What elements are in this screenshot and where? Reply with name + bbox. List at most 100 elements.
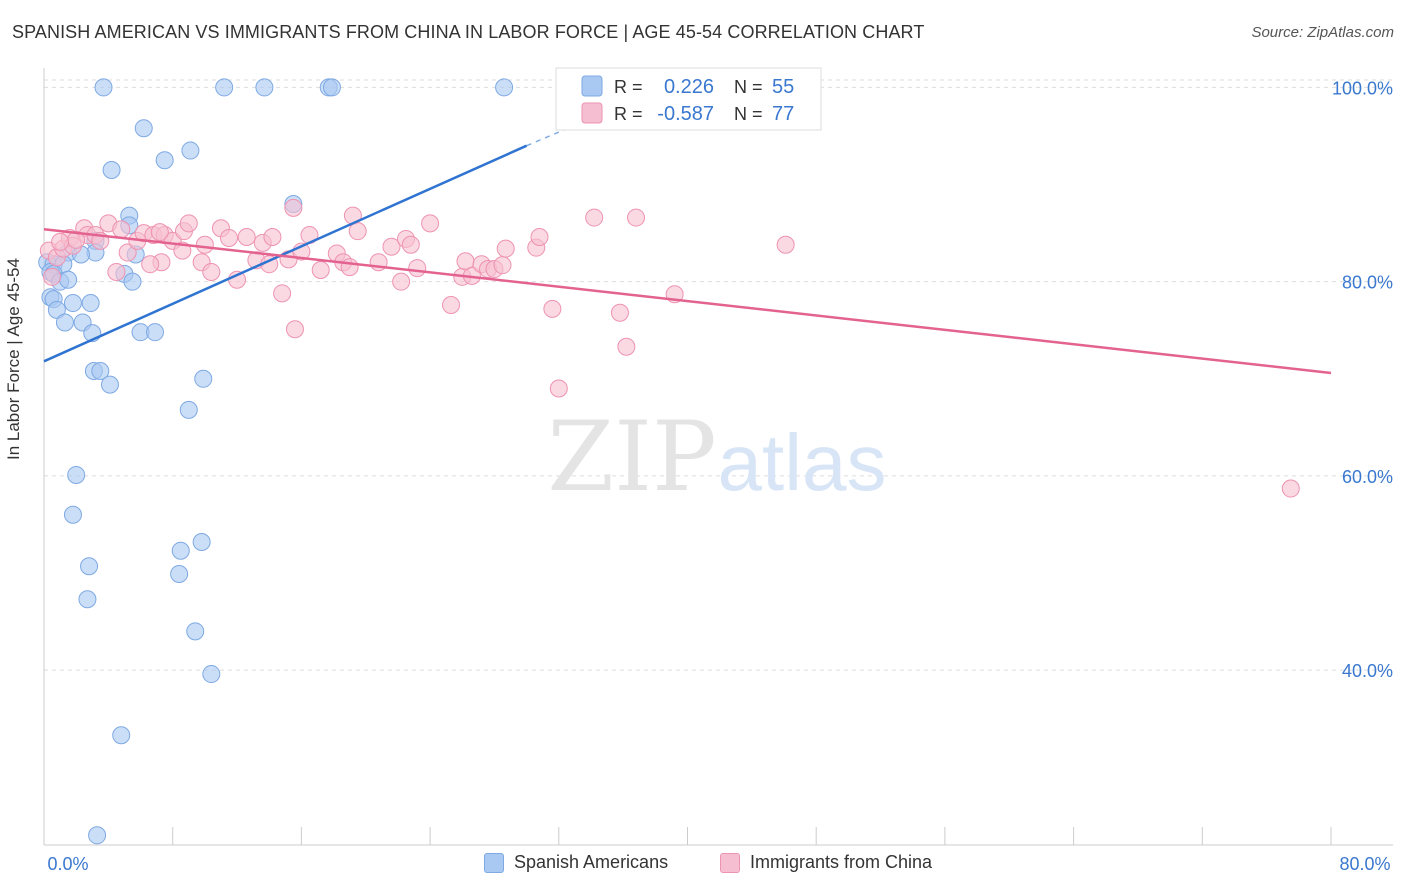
data-point-blue xyxy=(215,78,234,97)
data-point-pink xyxy=(202,262,221,281)
data-point-blue xyxy=(134,119,153,138)
legend-item-immigrants-from-china[interactable]: Immigrants from China xyxy=(720,852,932,873)
trend-line-pink xyxy=(43,227,1332,375)
data-point-blue xyxy=(146,323,165,342)
data-point-blue xyxy=(80,557,99,576)
data-point-blue xyxy=(322,78,341,97)
watermark: ZIP atlas xyxy=(547,401,886,513)
data-points xyxy=(38,78,1300,845)
data-point-pink xyxy=(340,258,359,277)
data-point-pink xyxy=(263,227,282,246)
data-point-pink xyxy=(107,262,126,281)
data-point-blue xyxy=(102,160,121,179)
x-tick-label: 0.0% xyxy=(47,854,88,874)
data-point-blue xyxy=(181,141,200,160)
data-point-pink xyxy=(401,235,420,254)
data-point-blue xyxy=(100,375,119,394)
data-point-blue xyxy=(55,313,74,332)
legend-swatch-pink xyxy=(581,102,603,124)
data-point-pink xyxy=(408,259,427,278)
data-point-pink xyxy=(112,220,131,239)
legend-r-label: R = xyxy=(614,104,643,124)
data-point-blue xyxy=(63,294,82,313)
data-point-pink xyxy=(118,243,137,262)
x-tick-label: 80.0% xyxy=(1339,854,1390,874)
y-tick-label: 40.0% xyxy=(1342,661,1393,681)
legend-r-label: R = xyxy=(614,77,643,97)
data-point-pink xyxy=(543,299,562,318)
data-point-blue xyxy=(495,78,514,97)
data-point-pink xyxy=(617,337,636,356)
gridlines xyxy=(44,79,1393,671)
data-point-pink xyxy=(43,267,62,286)
data-point-pink xyxy=(285,320,304,339)
data-point-blue xyxy=(59,270,78,289)
data-point-pink xyxy=(421,214,440,233)
data-point-blue xyxy=(81,294,100,313)
data-point-blue xyxy=(192,532,211,551)
legend-item-spanish-americans[interactable]: Spanish Americans xyxy=(484,852,668,873)
data-point-blue xyxy=(94,78,113,97)
legend-swatch-blue-icon xyxy=(484,852,504,873)
data-point-pink xyxy=(220,228,239,247)
data-point-pink xyxy=(348,222,367,241)
data-point-blue xyxy=(47,300,66,319)
y-tick-label: 100.0% xyxy=(1332,78,1393,98)
legend-swatch-blue xyxy=(581,75,603,97)
data-point-pink xyxy=(237,227,256,246)
data-point-blue xyxy=(170,565,189,584)
data-point-blue xyxy=(255,78,274,97)
data-point-pink xyxy=(141,255,160,274)
data-point-blue xyxy=(155,151,174,170)
watermark-atlas: atlas xyxy=(718,418,887,507)
data-point-pink xyxy=(549,379,568,398)
axes: 40.0% 60.0% 80.0% 100.0% 0.0% 80.0% xyxy=(43,68,1393,874)
data-point-pink xyxy=(442,295,461,314)
data-point-pink xyxy=(530,227,549,246)
y-tick-label: 60.0% xyxy=(1342,467,1393,487)
data-point-pink xyxy=(496,239,515,258)
data-point-blue xyxy=(91,362,110,381)
legend-n-value: 77 xyxy=(772,103,794,125)
data-point-pink xyxy=(311,261,330,280)
data-point-pink xyxy=(150,223,169,242)
data-point-pink xyxy=(493,256,512,275)
chart-title: SPANISH AMERICAN VS IMMIGRANTS FROM CHIN… xyxy=(12,22,925,42)
data-point-pink xyxy=(585,208,604,227)
data-point-pink xyxy=(195,235,214,254)
watermark-zip: ZIP xyxy=(547,401,716,513)
legend-r-value: -0.587 xyxy=(657,103,714,125)
trend-lines xyxy=(43,111,1332,375)
data-point-blue xyxy=(171,541,190,560)
legend-label: Immigrants from China xyxy=(750,852,933,872)
y-axis-label: In Labor Force | Age 45-54 xyxy=(4,258,23,460)
legend-box: R = 0.226 N = 55 R = -0.587 N = 77 xyxy=(555,67,822,131)
y-tick-label: 80.0% xyxy=(1342,273,1393,293)
legend-label: Spanish Americans xyxy=(514,852,669,872)
data-point-blue xyxy=(194,369,213,388)
legend-r-value: 0.226 xyxy=(664,76,714,98)
bottom-legend: Spanish Americans Immigrants from China xyxy=(0,852,1406,878)
data-point-blue xyxy=(112,726,131,745)
data-point-blue xyxy=(179,400,198,419)
data-point-pink xyxy=(1281,479,1300,498)
legend-n-value: 55 xyxy=(772,76,794,98)
source-label: Source: ZipAtlas.com xyxy=(1251,24,1394,41)
data-point-blue xyxy=(186,622,205,641)
legend-n-label: N = xyxy=(734,104,763,124)
legend-n-label: N = xyxy=(734,77,763,97)
data-point-pink xyxy=(273,284,292,303)
data-point-blue xyxy=(63,505,82,524)
trend-line-blue xyxy=(43,144,528,363)
data-point-blue xyxy=(78,590,97,609)
data-point-pink xyxy=(51,232,70,251)
data-point-blue xyxy=(88,826,107,845)
legend-swatch-pink-icon xyxy=(720,852,740,873)
data-point-pink xyxy=(382,237,401,256)
data-point-pink xyxy=(392,272,411,291)
data-point-pink xyxy=(179,214,198,233)
data-point-blue xyxy=(67,465,86,484)
data-point-blue xyxy=(123,272,142,291)
data-point-pink xyxy=(284,198,303,217)
